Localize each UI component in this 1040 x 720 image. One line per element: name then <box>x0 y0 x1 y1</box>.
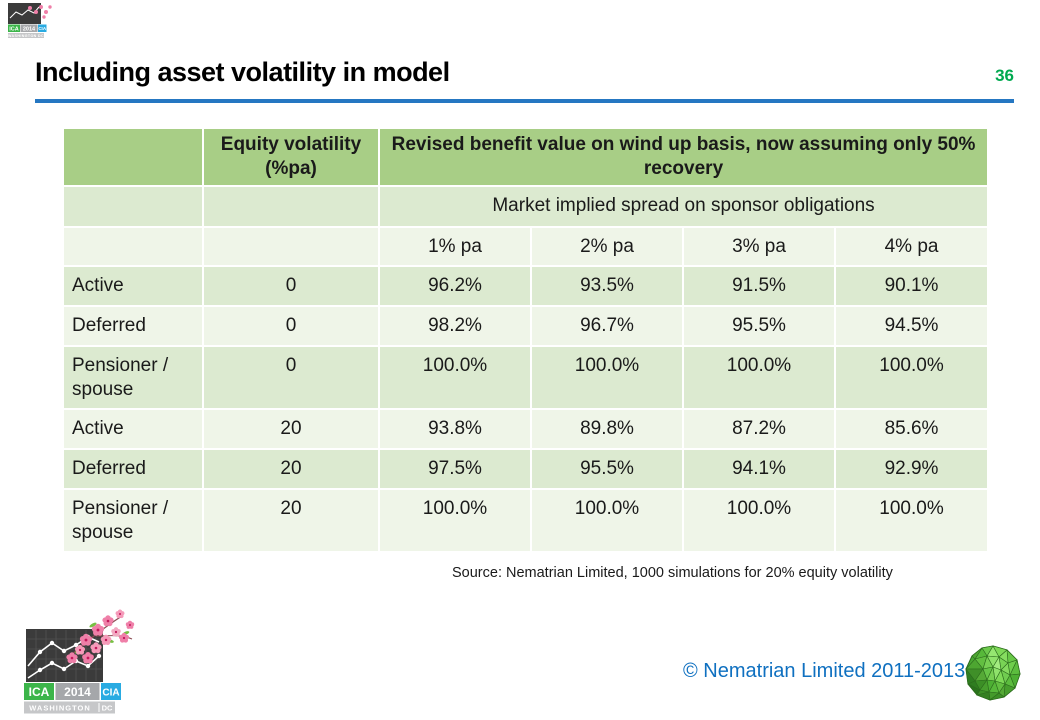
page-title: Including asset volatility in model <box>35 57 450 87</box>
equity-vol-cell: 0 <box>202 265 380 307</box>
mini-logo-cia-text: CIA <box>38 26 47 31</box>
value-cell: 94.1% <box>682 448 836 490</box>
value-cell: 90.1% <box>833 265 990 307</box>
value-cell: 95.5% <box>530 448 684 490</box>
row-label: Pensioner / spouse <box>62 487 204 554</box>
spread-col-3pa: 3% pa <box>682 225 836 268</box>
equity-vol-cell: 20 <box>202 487 380 554</box>
header-revised-benefit: Revised benefit value on wind up basis, … <box>377 127 990 187</box>
ica-2014-logo-mini: ICA 2014 CIA WASHINGTON DC <box>8 3 52 38</box>
table-row: Deferred 0 98.2% 96.7% 95.5% 94.5% <box>62 305 990 347</box>
spread-col-4pa: 4% pa <box>833 225 990 268</box>
mini-logo-ica-text: ICA <box>9 27 19 33</box>
logo-city-text: WASHINGTON <box>29 704 91 713</box>
equity-vol-cell: 0 <box>202 305 380 347</box>
value-cell: 89.8% <box>530 408 684 450</box>
benefit-value-table: Equity volatility (%pa) Revised benefit … <box>62 127 990 554</box>
header-equity-volatility: Equity volatility (%pa) <box>202 127 380 187</box>
logo-wordmark: ICA 2014 CIA WASHINGTON DC <box>24 683 121 714</box>
value-cell: 93.5% <box>530 265 684 307</box>
header-empty-cell <box>62 127 204 187</box>
logo-year-text: 2014 <box>64 685 91 699</box>
title-underline <box>35 99 1014 103</box>
value-cell: 100.0% <box>833 487 990 554</box>
table-row: Deferred 20 97.5% 95.5% 94.1% 92.9% <box>62 448 990 490</box>
value-cell: 92.9% <box>833 448 990 490</box>
table-header-row: Equity volatility (%pa) Revised benefit … <box>62 127 990 187</box>
table-spread-columns-row: 1% pa 2% pa 3% pa 4% pa <box>62 225 990 268</box>
value-cell: 97.5% <box>378 448 532 490</box>
equity-vol-cell: 20 <box>202 408 380 450</box>
value-cell: 98.2% <box>378 305 532 347</box>
row-label: Deferred <box>62 448 204 490</box>
cherry-blossom-icon <box>66 609 135 664</box>
value-cell: 93.8% <box>378 408 532 450</box>
nematrian-globe-icon <box>965 645 1021 701</box>
value-cell: 95.5% <box>682 305 836 347</box>
mini-logo-year-text: 2014 <box>23 27 36 33</box>
value-cell: 96.2% <box>378 265 532 307</box>
value-cell: 100.0% <box>682 487 836 554</box>
table-row: Active 20 93.8% 89.8% 87.2% 85.6% <box>62 408 990 450</box>
table-subheader-row: Market implied spread on sponsor obligat… <box>62 184 990 228</box>
mini-logo-city-text: WASHINGTON DC <box>8 34 44 38</box>
value-cell: 94.5% <box>833 305 990 347</box>
row-label: Pensioner / spouse <box>62 344 204 411</box>
spread-col-1pa: 1% pa <box>378 225 532 268</box>
value-cell: 85.6% <box>833 408 990 450</box>
table-row: Pensioner / spouse 0 100.0% 100.0% 100.0… <box>62 344 990 411</box>
equity-vol-cell: 20 <box>202 448 380 490</box>
value-cell: 100.0% <box>378 487 532 554</box>
source-note: Source: Nematrian Limited, 1000 simulati… <box>452 565 893 581</box>
value-cell: 100.0% <box>378 344 532 411</box>
logo-cia-text: CIA <box>102 688 119 699</box>
table-row: Pensioner / spouse 20 100.0% 100.0% 100.… <box>62 487 990 554</box>
row-label: Active <box>62 265 204 307</box>
ica-2014-logo: ICA 2014 CIA WASHINGTON DC <box>24 609 135 714</box>
copyright-text: © Nematrian Limited 2011-2013 <box>683 660 966 682</box>
spread-col-2pa: 2% pa <box>530 225 684 268</box>
value-cell: 96.7% <box>530 305 684 347</box>
row-label: Active <box>62 408 204 450</box>
equity-vol-cell: 0 <box>202 344 380 411</box>
value-cell: 87.2% <box>682 408 836 450</box>
logo-ica-text: ICA <box>29 685 50 699</box>
subheader-market-spread: Market implied spread on sponsor obligat… <box>377 184 990 228</box>
page-number: 36 <box>995 66 1014 85</box>
table-row: Active 0 96.2% 93.5% 91.5% 90.1% <box>62 265 990 307</box>
value-cell: 100.0% <box>833 344 990 411</box>
value-cell: 100.0% <box>682 344 836 411</box>
logo-dc-text: DC <box>102 704 113 713</box>
value-cell: 100.0% <box>530 344 684 411</box>
value-cell: 100.0% <box>530 487 684 554</box>
row-label: Deferred <box>62 305 204 347</box>
value-cell: 91.5% <box>682 265 836 307</box>
